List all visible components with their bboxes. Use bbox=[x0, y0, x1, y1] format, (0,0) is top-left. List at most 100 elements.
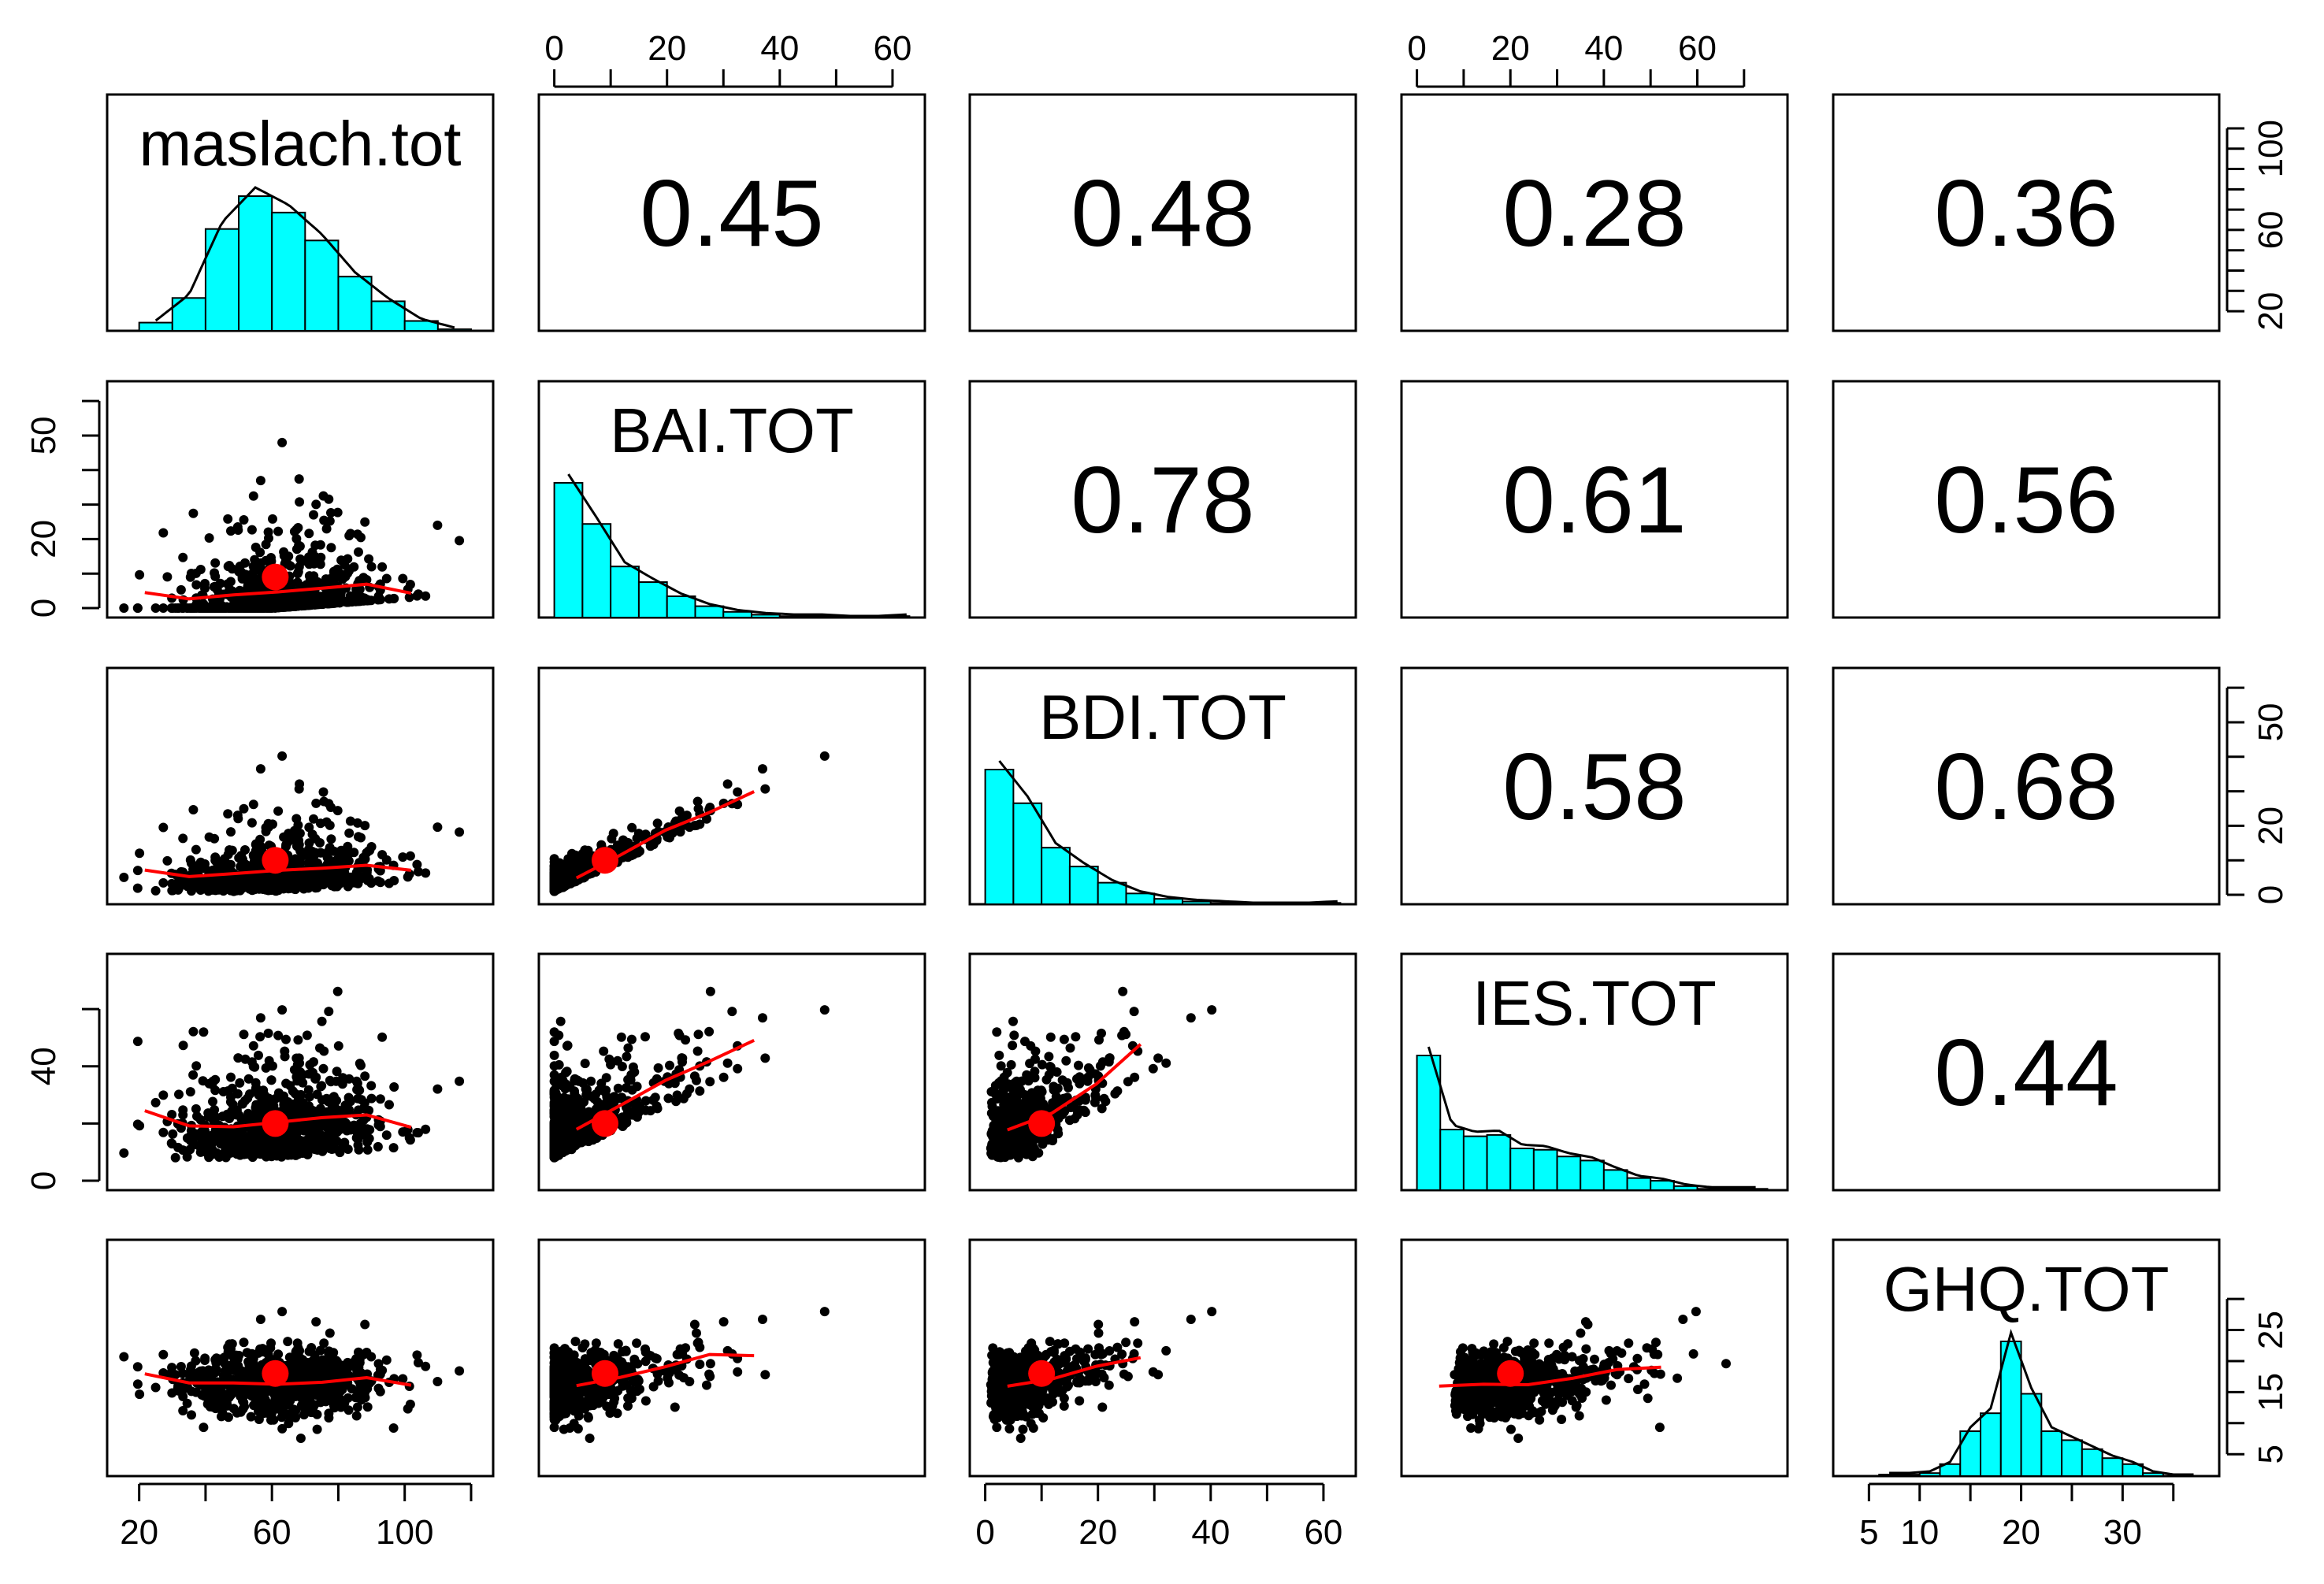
scatter-point bbox=[294, 784, 304, 794]
scatter-point bbox=[239, 515, 249, 525]
scatter-point bbox=[455, 827, 465, 837]
correlation-value: 0.61 bbox=[1502, 447, 1687, 553]
panel-1-2: 0.78 bbox=[968, 380, 1357, 619]
scatter-point bbox=[202, 1135, 213, 1144]
scatter-point bbox=[226, 827, 236, 837]
panel-frame bbox=[968, 93, 1357, 332]
scatter-point bbox=[381, 855, 392, 865]
scatter-point bbox=[305, 859, 315, 870]
histogram-bar bbox=[1182, 900, 1212, 905]
scatter-point bbox=[381, 1355, 392, 1365]
variable-name: BAI.TOT bbox=[610, 395, 854, 466]
scatter-point bbox=[358, 1390, 369, 1400]
scatter-point bbox=[132, 883, 143, 893]
panel-frame bbox=[106, 666, 495, 906]
scatter-point bbox=[1082, 1076, 1093, 1086]
correlation-value: 0.56 bbox=[1934, 447, 2118, 553]
scatter-point bbox=[1020, 1096, 1030, 1107]
scatter-point bbox=[324, 1348, 334, 1359]
scatter-point bbox=[309, 814, 318, 824]
scatter-point bbox=[455, 1366, 465, 1376]
scatter-point bbox=[236, 851, 247, 861]
scatter-point bbox=[224, 1135, 234, 1145]
scatter-point bbox=[1030, 1073, 1040, 1083]
scatter-point bbox=[695, 819, 705, 829]
scatter-point bbox=[344, 1105, 354, 1115]
scatter-point bbox=[150, 885, 161, 896]
scatter-point bbox=[1052, 1083, 1063, 1093]
scatter-point bbox=[315, 1397, 325, 1408]
scatter-point bbox=[1061, 1055, 1071, 1066]
scatter-point bbox=[722, 779, 733, 789]
scatter-point bbox=[616, 1032, 626, 1042]
scatter-point bbox=[601, 1073, 611, 1083]
correlation-value: 0.28 bbox=[1502, 161, 1687, 266]
histogram-bar bbox=[1068, 866, 1099, 905]
scatter-point bbox=[135, 1389, 145, 1400]
scatter-point bbox=[705, 1077, 715, 1087]
scatter-point bbox=[421, 868, 431, 878]
scatter-point bbox=[294, 474, 304, 484]
panel-0-4: 0.36 bbox=[1832, 93, 2221, 332]
scatter-point bbox=[284, 1352, 295, 1363]
scatter-point bbox=[150, 1097, 161, 1107]
scatter-point bbox=[414, 1128, 423, 1138]
scatter-point bbox=[226, 1128, 236, 1138]
scatter-point bbox=[119, 1352, 129, 1362]
scatter-point bbox=[570, 1074, 580, 1084]
panel-2-3: 0.58 bbox=[1400, 666, 1789, 906]
scatter-point bbox=[365, 845, 375, 855]
scatter-point bbox=[119, 872, 129, 882]
scatter-point bbox=[989, 1087, 1000, 1097]
scatter-point bbox=[360, 821, 370, 831]
scatter-point bbox=[333, 1041, 343, 1051]
scatter-point bbox=[178, 1105, 188, 1115]
panel-2-2: BDI.TOT bbox=[968, 666, 1357, 906]
histogram-bar bbox=[1672, 1185, 1698, 1191]
scatter-point bbox=[250, 1062, 260, 1072]
scatter-point bbox=[1038, 1139, 1048, 1149]
scatter-point bbox=[304, 1092, 314, 1102]
scatter-point bbox=[239, 881, 249, 891]
scatter-point bbox=[289, 1065, 299, 1075]
scatter-point bbox=[1095, 1061, 1105, 1071]
scatter-point bbox=[135, 848, 145, 859]
scatter-point bbox=[455, 536, 465, 546]
scatter-point bbox=[158, 1127, 169, 1137]
histogram-bar bbox=[238, 195, 273, 332]
scatter-point bbox=[306, 1141, 317, 1152]
scatter-point bbox=[356, 1095, 366, 1105]
scatter-point bbox=[1062, 1078, 1072, 1089]
scatter-point bbox=[210, 855, 221, 866]
scatter-point bbox=[604, 1054, 614, 1064]
scatter-point bbox=[266, 603, 277, 613]
panel-frame bbox=[1400, 93, 1789, 332]
scatter-point bbox=[258, 1139, 268, 1149]
histogram-bar bbox=[637, 581, 668, 618]
panel-frame bbox=[968, 380, 1357, 619]
histogram-bar bbox=[891, 615, 911, 619]
scatter-point bbox=[553, 878, 562, 888]
panel-frame bbox=[1832, 93, 2221, 332]
scatter-point bbox=[336, 1115, 347, 1126]
scatter-point bbox=[187, 1410, 196, 1420]
scatter-point bbox=[377, 562, 388, 572]
scatter-point bbox=[234, 1350, 244, 1360]
scatter-point bbox=[671, 1096, 681, 1107]
scatter-point bbox=[150, 603, 161, 613]
scatter-point bbox=[194, 603, 204, 613]
scatter-point bbox=[640, 1096, 651, 1106]
scatter-point bbox=[304, 529, 314, 539]
scatter-point bbox=[310, 540, 321, 551]
scatter-point bbox=[302, 1030, 312, 1041]
scatter-point bbox=[722, 1058, 733, 1068]
scatter-point bbox=[306, 600, 317, 610]
panel-1-4: 0.56 bbox=[1832, 380, 2221, 619]
scatter-point bbox=[579, 1097, 589, 1107]
scatter-point bbox=[239, 603, 249, 613]
scatter-point bbox=[356, 532, 366, 543]
scatter-point bbox=[298, 851, 308, 861]
scatter-point bbox=[1072, 1074, 1082, 1084]
scatter-point bbox=[326, 834, 336, 844]
